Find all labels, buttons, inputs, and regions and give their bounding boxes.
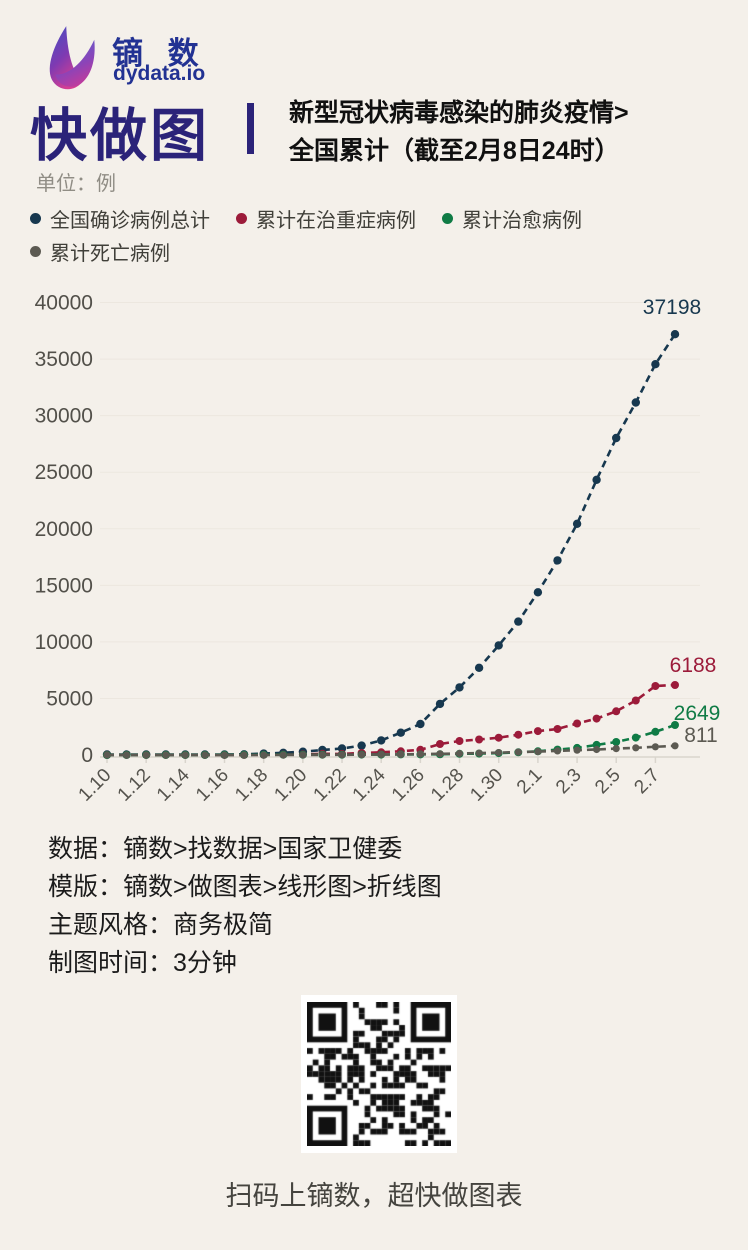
svg-text:1.16: 1.16 bbox=[192, 765, 233, 806]
info-theme: 主题风格：商务极简 bbox=[48, 911, 274, 939]
legend-item-confirmed: 全国确诊病例总计 bbox=[30, 206, 210, 232]
svg-text:1.20: 1.20 bbox=[270, 765, 311, 806]
qr-code-pattern bbox=[307, 1002, 451, 1146]
svg-text:2.5: 2.5 bbox=[591, 765, 625, 799]
svg-text:37198: 37198 bbox=[643, 296, 701, 319]
svg-text:40000: 40000 bbox=[35, 292, 93, 315]
subtitle-line2: 全国累计（截至2月8日24时） bbox=[289, 137, 620, 165]
legend-label: 全国确诊病例总计 bbox=[50, 209, 210, 232]
line-chart-canvas: 0 5000 10000 15000 20000 25000 30000 35000 40000… bbox=[35, 292, 721, 806]
legend-item-deaths: 累计死亡病例 bbox=[30, 239, 170, 265]
svg-text:1.18: 1.18 bbox=[231, 765, 272, 806]
info-template: 模版：镝数>做图表>线形图>折线图 bbox=[48, 873, 442, 901]
info-data-source: 数据：镝数>找数据>国家卫健委 bbox=[48, 835, 403, 863]
legend-item-severe: 累计在治重症病例 bbox=[236, 206, 416, 232]
chart-legend: 全国确诊病例总计 累计在治重症病例 累计治愈病例 累计死亡病例 bbox=[30, 206, 730, 265]
unit-label: 单位：例 bbox=[36, 173, 116, 195]
svg-text:1.30: 1.30 bbox=[466, 765, 507, 806]
legend-dot-icon bbox=[442, 212, 453, 224]
svg-text:5000: 5000 bbox=[46, 687, 93, 710]
svg-text:1.10: 1.10 bbox=[75, 765, 116, 806]
svg-text:6188: 6188 bbox=[670, 654, 717, 677]
svg-text:2.3: 2.3 bbox=[552, 765, 586, 799]
svg-text:2.7: 2.7 bbox=[630, 765, 664, 799]
line-chart: 0 5000 10000 15000 20000 25000 30000 35000 40000… bbox=[0, 270, 748, 815]
svg-text:15000: 15000 bbox=[35, 574, 93, 597]
qr-caption: 扫码上镝数，超快做图表 bbox=[225, 1181, 523, 1211]
meta-info-block: 数据：镝数>找数据>国家卫健委 模版：镝数>做图表>线形图>折线图 主题风格：商… bbox=[48, 830, 442, 982]
chart-subtitle: 新型冠状病毒感染的肺炎疫情> 全国累计（截至2月8日24时） bbox=[289, 94, 709, 170]
svg-text:811: 811 bbox=[684, 724, 717, 747]
legend-label: 累计死亡病例 bbox=[50, 242, 170, 265]
qr-code bbox=[301, 995, 457, 1153]
brand-domain: dydata.io bbox=[113, 62, 206, 85]
svg-text:20000: 20000 bbox=[35, 518, 93, 541]
legend-dot-icon bbox=[30, 245, 41, 257]
legend-item-cured: 累计治愈病例 bbox=[442, 206, 582, 232]
svg-text:10000: 10000 bbox=[35, 631, 93, 654]
svg-text:1.24: 1.24 bbox=[349, 764, 390, 805]
legend-dot-icon bbox=[30, 212, 41, 224]
legend-dot-icon bbox=[236, 212, 247, 224]
svg-text:25000: 25000 bbox=[35, 461, 93, 484]
svg-text:1.22: 1.22 bbox=[310, 765, 351, 806]
svg-text:1.26: 1.26 bbox=[388, 765, 429, 806]
brand-name: 镝 数 bbox=[112, 36, 207, 71]
svg-text:35000: 35000 bbox=[35, 348, 93, 371]
title-divider bbox=[247, 103, 254, 154]
svg-text:30000: 30000 bbox=[35, 405, 93, 428]
dydata-logo-icon bbox=[49, 26, 95, 90]
svg-text:1.12: 1.12 bbox=[114, 765, 155, 806]
svg-text:2649: 2649 bbox=[674, 702, 721, 725]
legend-label: 累计在治重症病例 bbox=[256, 209, 416, 232]
page-title: 快做图 bbox=[30, 104, 210, 168]
info-time: 制图时间：3分钟 bbox=[48, 949, 237, 977]
legend-label: 累计治愈病例 bbox=[462, 209, 582, 232]
svg-text:2.1: 2.1 bbox=[513, 765, 547, 799]
svg-text:1.28: 1.28 bbox=[427, 765, 468, 806]
svg-text:0: 0 bbox=[81, 744, 93, 767]
svg-text:1.14: 1.14 bbox=[153, 764, 194, 805]
subtitle-line1: 新型冠状病毒感染的肺炎疫情> bbox=[289, 99, 629, 127]
